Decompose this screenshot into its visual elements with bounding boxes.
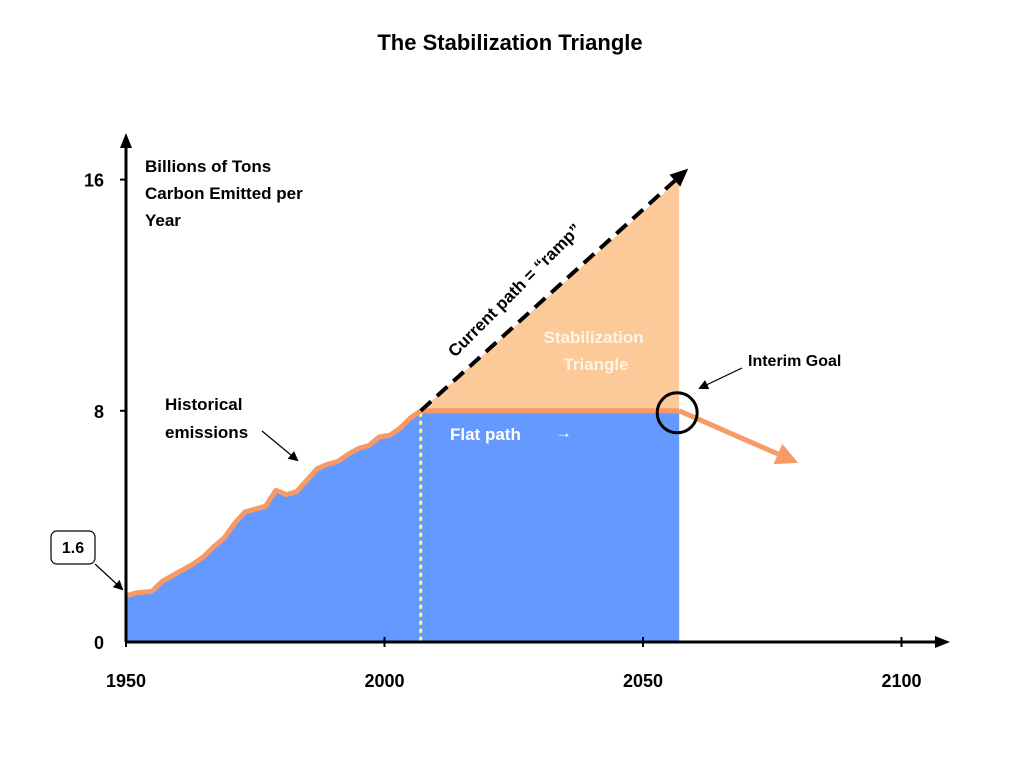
start-value-label: 1.6 xyxy=(62,540,84,557)
current-path-ramp-line xyxy=(419,179,677,413)
y-tick-label: 0 xyxy=(94,633,104,653)
stabilization-triangle-area xyxy=(420,179,680,411)
start-value-callout: 1.6 xyxy=(50,530,124,591)
interim-goal-circle xyxy=(655,391,699,435)
plot-area xyxy=(125,168,799,642)
decline-arrowhead xyxy=(773,443,799,465)
y-tick-label: 16 xyxy=(84,171,104,191)
y-axis-label-line: Carbon Emitted per xyxy=(145,184,303,203)
y-ticks: 0 8 16 xyxy=(84,171,127,653)
x-axis-arrowhead xyxy=(935,636,950,648)
historical-callout: Historical emissions xyxy=(165,395,299,462)
x-tick-label: 2000 xyxy=(364,671,404,691)
start-value-box xyxy=(50,530,96,565)
historical-pointer xyxy=(261,430,299,462)
chart-title: The Stabilization Triangle xyxy=(377,30,642,55)
x-tick-label: 2100 xyxy=(881,671,921,691)
triangle-label: Stabilization Triangle xyxy=(544,328,649,374)
interim-goal-decline-line xyxy=(678,408,779,457)
start-value-pointer xyxy=(94,563,124,591)
x-tick-label: 1950 xyxy=(106,671,146,691)
axes: 1950 2000 2050 2100 0 8 16 xyxy=(84,133,950,691)
triangle-label-line: Stabilization xyxy=(544,328,644,347)
flat-path-area xyxy=(420,410,680,642)
flat-path-arrow-icon: → xyxy=(555,423,572,442)
historical-label-line: Historical xyxy=(165,395,242,414)
ramp-arrowhead xyxy=(669,168,689,187)
historical-label-line: emissions xyxy=(165,423,248,442)
x-tick-label: 2050 xyxy=(623,671,663,691)
y-axis-label: Billions of Tons Carbon Emitted per Year xyxy=(145,157,307,230)
triangle-label-line: Triangle xyxy=(563,355,628,374)
x-ticks: 1950 2000 2050 2100 xyxy=(106,637,922,691)
historical-emissions-area xyxy=(126,410,421,642)
historical-label: Historical emissions xyxy=(165,395,248,442)
interim-goal-callout: Interim Goal xyxy=(698,353,841,390)
y-tick-label: 8 xyxy=(94,402,104,422)
interim-goal-label: Interim Goal xyxy=(748,353,841,370)
y-axis-label-line: Year xyxy=(145,211,181,230)
interim-goal-pointer xyxy=(698,367,743,390)
historical-emissions-line xyxy=(125,408,423,599)
y-axis-label-line: Billions of Tons xyxy=(145,157,271,176)
y-axis-arrowhead xyxy=(120,133,132,148)
flat-path-label: Flat path xyxy=(450,425,521,444)
